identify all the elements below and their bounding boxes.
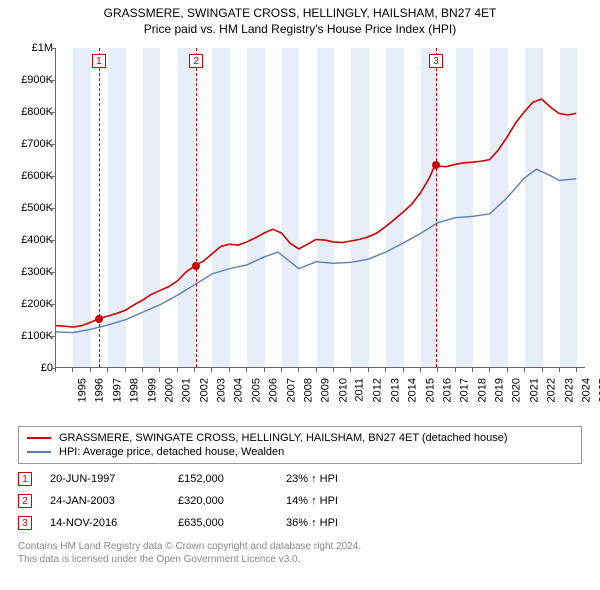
legend-label: HPI: Average price, detached house, Weal… — [59, 446, 284, 458]
event-row: 3 14-NOV-2016 £635,000 36% ↑ HPI — [18, 512, 582, 534]
event-row: 2 24-JAN-2003 £320,000 14% ↑ HPI — [18, 490, 582, 512]
x-tick-label: 2022 — [546, 378, 558, 402]
x-tick-label: 2007 — [285, 378, 297, 402]
title-line2: Price paid vs. HM Land Registry's House … — [10, 22, 590, 36]
plot-area: 1 2 3 £0 £100K £200K £300K £400K £500K £600K £700… — [5, 38, 595, 418]
x-tick-label: 2002 — [198, 378, 210, 402]
titles: GRASSMERE, SWINGATE CROSS, HELLINGLY, HA… — [0, 0, 600, 38]
y-tick-label: £200K — [9, 298, 53, 310]
y-tick-label: £400K — [9, 234, 53, 246]
x-tick-label: 2016 — [441, 378, 453, 402]
event-price: £320,000 — [178, 495, 268, 507]
x-tick-label: 2000 — [163, 378, 175, 402]
event-price: £152,000 — [178, 473, 268, 485]
x-tick-label: 1999 — [146, 378, 158, 402]
event-date: 20-JUN-1997 — [50, 473, 160, 485]
event-marker-1: 1 — [92, 54, 106, 68]
events-table: 1 20-JUN-1997 £152,000 23% ↑ HPI 2 24-JA… — [18, 468, 582, 534]
footer-line2: This data is licensed under the Open Gov… — [18, 553, 582, 566]
legend-row: HPI: Average price, detached house, Weal… — [27, 445, 573, 459]
x-tick-label: 2024 — [580, 378, 592, 402]
x-tick-label: 2015 — [424, 378, 436, 402]
x-tick-label: 2020 — [511, 378, 523, 402]
legend-row: GRASSMERE, SWINGATE CROSS, HELLINGLY, HA… — [27, 431, 573, 445]
x-tick-label: 2013 — [389, 378, 401, 402]
event-marker-2: 2 — [189, 54, 203, 68]
x-tick-label: 1998 — [129, 378, 141, 402]
event-dot — [432, 161, 440, 169]
y-tick-label: £300K — [9, 266, 53, 278]
legend-swatch — [27, 437, 51, 439]
x-tick-label: 2005 — [250, 378, 262, 402]
chart-container: GRASSMERE, SWINGATE CROSS, HELLINGLY, HA… — [0, 0, 600, 566]
x-tick-label: 2011 — [354, 378, 366, 402]
x-tick-label: 2010 — [337, 378, 349, 402]
y-tick-label: £900K — [9, 74, 53, 86]
event-price: £635,000 — [178, 517, 268, 529]
x-tick-label: 2008 — [302, 378, 314, 402]
event-pct: 36% ↑ HPI — [286, 517, 338, 529]
footer: Contains HM Land Registry data © Crown c… — [18, 540, 582, 566]
x-tick-label: 1996 — [94, 378, 106, 402]
legend: GRASSMERE, SWINGATE CROSS, HELLINGLY, HA… — [18, 426, 582, 464]
y-tick-label: £100K — [9, 330, 53, 342]
event-marker: 1 — [18, 472, 32, 486]
footer-line1: Contains HM Land Registry data © Crown c… — [18, 540, 582, 553]
title-line1: GRASSMERE, SWINGATE CROSS, HELLINGLY, HA… — [10, 6, 590, 20]
y-tick-label: £600K — [9, 170, 53, 182]
event-date: 24-JAN-2003 — [50, 495, 160, 507]
x-tick-label: 2021 — [528, 378, 540, 402]
x-tick-label: 2006 — [268, 378, 280, 402]
y-tick-label: £1M — [9, 42, 53, 54]
event-row: 1 20-JUN-1997 £152,000 23% ↑ HPI — [18, 468, 582, 490]
x-tick-label: 2009 — [320, 378, 332, 402]
x-tick-label: 2003 — [216, 378, 228, 402]
event-pct: 14% ↑ HPI — [286, 495, 338, 507]
event-dot — [192, 262, 200, 270]
x-tick-label: 2019 — [494, 378, 506, 402]
event-dot — [95, 315, 103, 323]
y-tick-label: £0 — [9, 362, 53, 374]
x-tick-label: 2012 — [372, 378, 384, 402]
plot: 1 2 3 — [55, 48, 585, 368]
y-tick-label: £700K — [9, 138, 53, 150]
event-marker: 3 — [18, 516, 32, 530]
event-marker-3: 3 — [429, 54, 443, 68]
x-tick-label: 2017 — [459, 378, 471, 402]
chart-lines — [56, 48, 585, 367]
x-tick-label: 2023 — [563, 378, 575, 402]
x-tick-label: 2018 — [476, 378, 488, 402]
x-tick-label: 1997 — [111, 378, 123, 402]
x-tick-label: 2014 — [407, 378, 419, 402]
x-tick-label: 1995 — [76, 378, 88, 402]
x-tick-label: 2001 — [181, 378, 193, 402]
y-tick-label: £800K — [9, 106, 53, 118]
event-marker: 2 — [18, 494, 32, 508]
legend-label: GRASSMERE, SWINGATE CROSS, HELLINGLY, HA… — [59, 432, 508, 444]
event-pct: 23% ↑ HPI — [286, 473, 338, 485]
y-tick-label: £500K — [9, 202, 53, 214]
x-tick-label: 2004 — [233, 378, 245, 402]
event-date: 14-NOV-2016 — [50, 517, 160, 529]
legend-swatch — [27, 451, 51, 453]
